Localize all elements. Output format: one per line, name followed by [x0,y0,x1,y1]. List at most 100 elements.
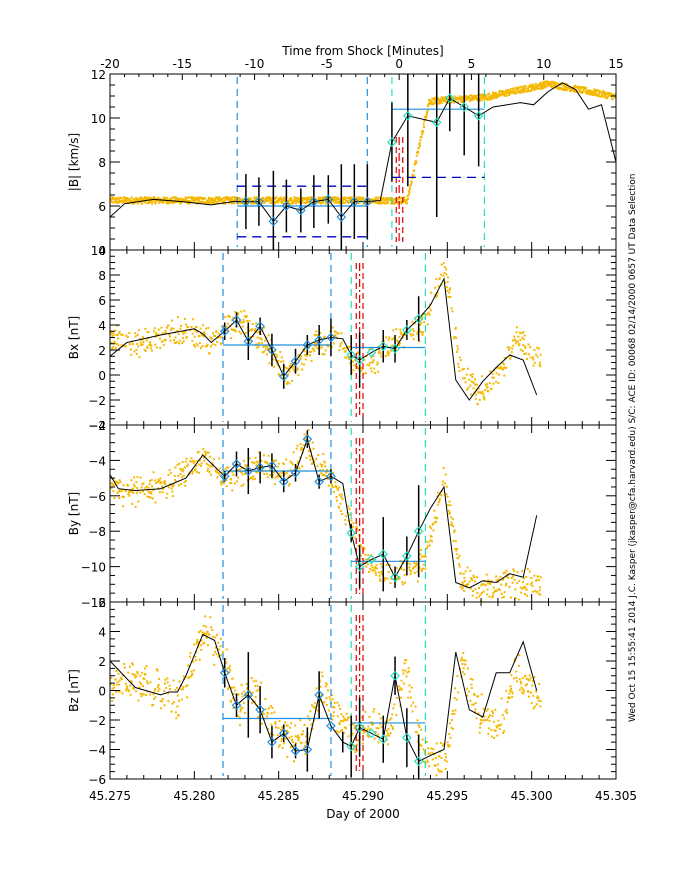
raw-data-point [348,358,351,361]
raw-data-point [385,197,388,200]
raw-data-point [163,339,166,342]
raw-data-point [163,682,166,685]
raw-data-point [253,199,256,202]
raw-data-point [254,197,257,200]
raw-data-point [212,653,215,656]
raw-data-point [378,200,381,203]
raw-data-point [134,335,137,338]
raw-data-point [178,342,181,345]
raw-data-point [130,199,133,202]
raw-data-point [112,345,115,348]
raw-data-point [211,343,214,346]
raw-data-point [288,736,291,739]
raw-data-point [115,201,118,204]
raw-data-point [598,89,601,92]
raw-data-point [266,712,269,715]
raw-data-point [434,101,437,104]
raw-data-point [520,89,523,92]
raw-data-point [281,726,284,729]
raw-data-point [178,462,181,465]
raw-data-point [554,84,557,87]
raw-data-point [172,483,175,486]
raw-data-point [116,491,119,494]
raw-data-point [202,201,205,204]
raw-data-point [475,96,478,99]
raw-data-point [159,198,162,201]
y-axis-tick-label: −6 [88,773,106,787]
raw-data-point [323,474,326,477]
raw-data-point [344,356,347,359]
raw-data-point [147,486,150,489]
raw-data-point [138,198,141,201]
raw-data-point [188,676,191,679]
raw-data-point [241,473,244,476]
raw-data-point [461,587,464,590]
raw-data-point [335,198,338,201]
raw-data-point [181,460,184,463]
averaged-data-line [110,277,538,401]
raw-data-point [545,82,548,85]
raw-data-point [250,202,253,205]
raw-data-point [436,291,439,294]
raw-data-point [146,682,149,685]
raw-data-point [198,658,201,661]
raw-data-point [517,664,520,667]
raw-data-point [491,373,494,376]
raw-data-point [375,574,378,577]
raw-data-point [235,480,238,483]
raw-data-point [349,362,352,365]
raw-data-point [123,666,126,669]
raw-data-point [335,199,338,202]
raw-data-point [459,96,462,99]
raw-data-point [218,196,221,199]
raw-data-point [469,384,472,387]
raw-data-point [156,481,159,484]
raw-data-point [211,462,214,465]
raw-data-point [198,199,201,202]
raw-data-point [448,500,451,503]
raw-data-point [215,652,218,655]
raw-data-point [537,575,540,578]
raw-data-point [436,294,439,297]
raw-data-point [274,721,277,724]
raw-data-point [311,727,314,730]
raw-data-point [252,680,255,683]
raw-data-point [566,85,569,88]
raw-data-point [161,200,164,203]
top-axis-tick-label: -15 [172,57,192,71]
raw-data-point [538,361,541,364]
raw-data-point [491,94,494,97]
raw-data-point [533,349,536,352]
raw-data-point [190,460,193,463]
raw-data-point [437,285,440,288]
raw-data-point [362,546,365,549]
y-axis-tick-label: 10 [91,244,106,258]
raw-data-point [255,343,258,346]
raw-data-point [213,663,216,666]
raw-data-point [426,110,429,113]
raw-data-point [201,334,204,337]
raw-data-point [541,87,544,90]
raw-data-point [419,139,422,142]
raw-data-point [199,327,202,330]
top-axis-tick-label: 0 [395,57,403,71]
raw-data-point [411,710,414,713]
raw-data-point [203,333,206,336]
raw-data-point [203,450,206,453]
raw-data-point [429,99,432,102]
raw-data-point [203,330,206,333]
y-axis-tick-label: −2 [88,419,106,433]
raw-data-point [112,684,115,687]
raw-data-point [464,97,467,100]
raw-data-point [151,200,154,203]
raw-data-point [553,83,556,86]
raw-data-point [300,197,303,200]
raw-data-point [215,196,218,199]
raw-data-point [199,201,202,204]
raw-data-point [535,690,538,693]
raw-data-point [169,198,172,201]
raw-data-point [240,310,243,313]
raw-data-point [377,370,380,373]
raw-data-point [187,200,190,203]
raw-data-point [463,576,466,579]
